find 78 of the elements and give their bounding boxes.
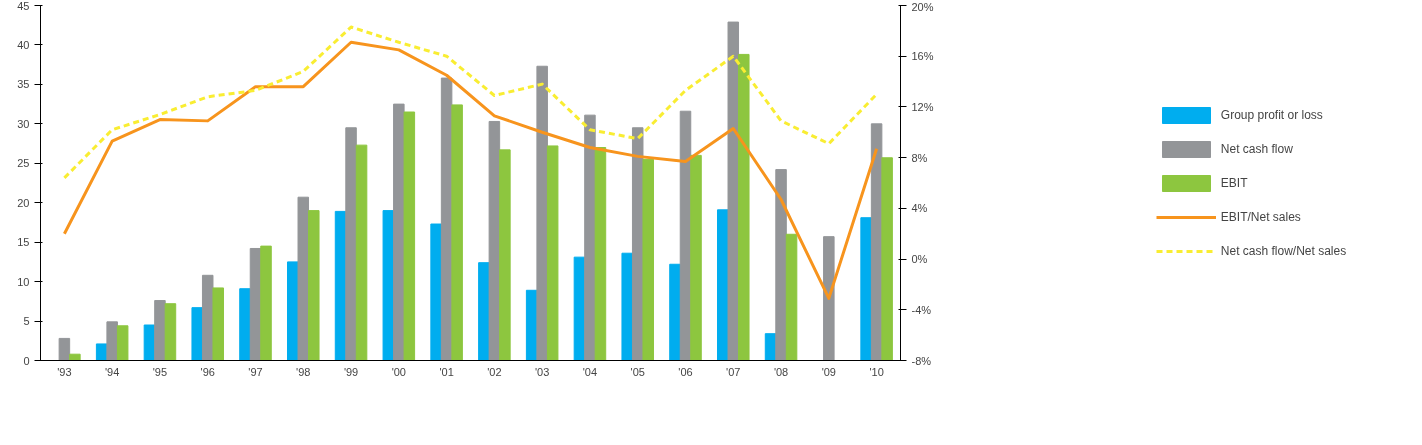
y2-tick-label: 20% (911, 0, 934, 13)
bar (775, 169, 787, 361)
y-tick-label: 15 (17, 236, 30, 249)
y-tick-label: 0 (23, 354, 30, 367)
x-tick-label: '01 (439, 365, 454, 378)
bar (621, 252, 633, 361)
line-series (62, 25, 879, 180)
bar (785, 233, 798, 361)
bar (164, 303, 177, 361)
bar (382, 210, 395, 361)
x-tick-label: '02 (487, 365, 502, 378)
x-tick-label: '05 (630, 365, 645, 378)
bar (546, 145, 559, 361)
y2-tick-label: 4% (911, 202, 928, 215)
y-tick-label: 45 (17, 0, 30, 12)
bar (345, 127, 357, 361)
bar (239, 288, 251, 361)
bar (584, 114, 596, 361)
bar (669, 263, 681, 361)
x-tick-label: '09 (821, 365, 837, 378)
x-tick-label: '96 (200, 365, 215, 378)
x-tick-label: '06 (678, 365, 693, 378)
bar (536, 65, 548, 361)
bar (355, 144, 368, 361)
bar (451, 104, 463, 361)
bar (594, 147, 607, 361)
bar (106, 321, 118, 361)
y2-tick-label: 16% (911, 50, 934, 63)
x-tick-label: '04 (582, 365, 598, 378)
y-tick-label: 30 (17, 117, 30, 130)
legend-label: Net cash flow/Net sales (1220, 243, 1347, 258)
x-tick-label: '98 (296, 365, 311, 378)
bar (860, 217, 872, 361)
bar (823, 236, 835, 361)
y2-tick-label: 0% (911, 253, 928, 266)
y2-tick-label: -8% (911, 354, 932, 367)
legend-label: Group profit or loss (1220, 107, 1323, 122)
y2-tick-label: 12% (911, 100, 934, 113)
x-tick-label: '99 (343, 365, 359, 378)
x-tick-label: '07 (726, 365, 741, 378)
bar (116, 325, 129, 361)
bar (488, 120, 501, 361)
bar (191, 307, 203, 361)
bar (690, 154, 702, 361)
x-tick-label: '94 (105, 365, 120, 378)
bar (154, 300, 166, 361)
bar (430, 223, 442, 361)
bar (403, 111, 416, 361)
y-tick-label: 5 (23, 315, 30, 328)
legend-label: EBIT (1220, 175, 1248, 190)
x-tick-label: '00 (391, 365, 407, 378)
x-tick-label: '93 (57, 365, 72, 378)
bar (260, 245, 272, 361)
y-tick-label: 35 (17, 78, 30, 91)
bar (738, 53, 750, 361)
bar (297, 196, 310, 361)
bar (499, 149, 511, 361)
x-tick-label: '95 (152, 365, 168, 378)
legend-label: Net cash flow (1220, 141, 1293, 156)
x-tick-label: '03 (535, 365, 550, 378)
bar (58, 337, 71, 361)
bar (212, 287, 224, 361)
x-tick-label: '97 (248, 365, 263, 378)
bar (642, 158, 654, 361)
y-tick-label: 10 (17, 275, 30, 288)
y-tick-label: 20 (17, 196, 30, 209)
y-tick-label: 40 (17, 38, 30, 51)
bar (881, 157, 893, 361)
bar (69, 353, 81, 361)
x-tick-label: '10 (869, 365, 884, 378)
legend-label: EBIT/Net sales (1220, 209, 1301, 224)
line-series (62, 40, 879, 300)
y-tick-label: 25 (17, 157, 30, 170)
y2-tick-label: 8% (911, 151, 928, 164)
bar (727, 21, 740, 361)
y2-tick-label: -4% (911, 303, 932, 316)
bar (308, 210, 320, 361)
x-tick-label: '08 (773, 365, 789, 378)
